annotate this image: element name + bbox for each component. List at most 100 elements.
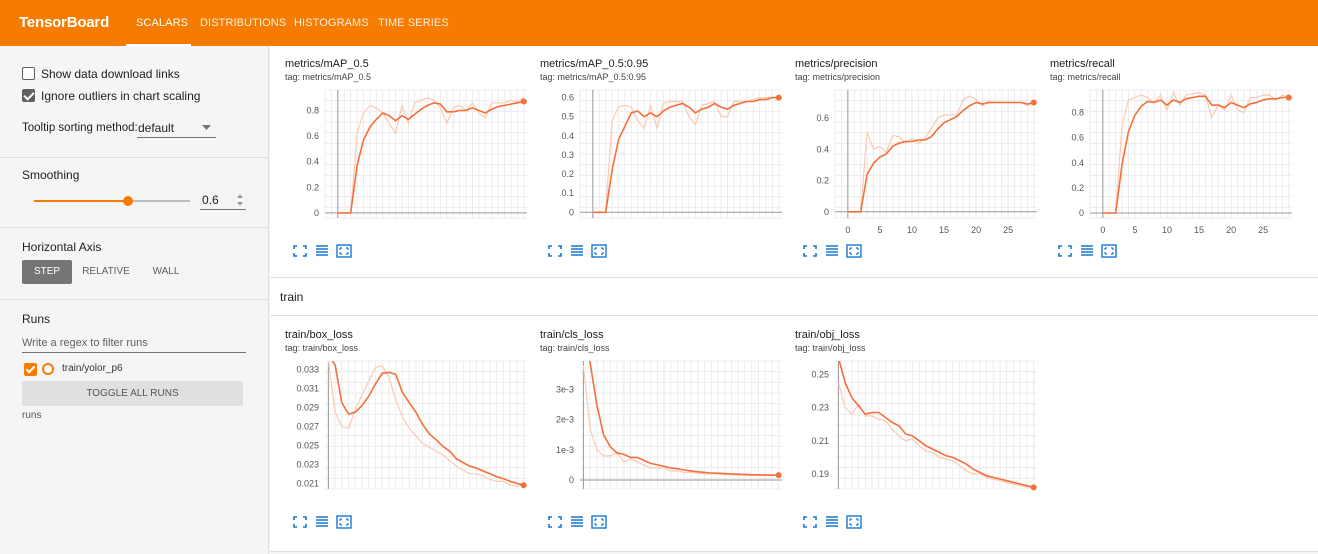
toggle-log-scale-icon[interactable] [824,244,840,258]
toggle-log-scale-icon[interactable] [314,244,330,258]
divider [0,157,269,158]
run-filter-input[interactable]: Write a regex to filter runs [22,337,148,349]
active-tab-indicator [126,44,191,46]
toggle-all-runs-button[interactable]: TOGGLE ALL RUNS [22,381,243,406]
tab-scalars[interactable]: SCALARS [136,17,189,29]
toggle-log-scale-icon[interactable] [314,515,330,529]
y-tick-label: 0.027 [296,421,319,431]
x-tick-label: 5 [877,225,882,235]
series-end-point [1030,484,1037,491]
y-tick-label: 0 [569,207,574,217]
metrics-group [270,46,1318,278]
chart-title: train/obj_loss [795,329,860,341]
runs-label: Runs [22,312,51,326]
y-tick-label: 0.021 [296,478,319,488]
fullscreen-icon[interactable] [547,515,563,529]
y-tick-label: 0.029 [296,402,319,412]
series-end-point [1030,99,1037,106]
x-tick-label: 0 [845,225,850,235]
toggle-log-scale-icon[interactable] [824,515,840,529]
y-tick-label: 0.25 [811,369,829,379]
fit-domain-icon[interactable] [1101,244,1117,258]
series-line-raw [327,361,524,487]
y-tick-label: 0.6 [1071,133,1084,143]
y-tick-label: 0.023 [296,459,319,469]
line-chart[interactable]: 0.19 0.21 0.23 0.25 [795,329,1040,551]
fit-domain-icon[interactable] [591,515,607,529]
tooltip-sorting-select[interactable]: default [138,121,175,135]
axis-wall-button[interactable]: WALL [152,266,180,277]
line-chart[interactable]: 0.021 0.023 0.025 0.027 0.029 0.031 0.033 [285,329,530,551]
line-chart[interactable]: 0 0.1 0.2 0.3 0.4 0.5 0.6 [540,58,785,280]
tab-time-series[interactable]: TIME SERIES [378,17,449,29]
series-line [331,361,524,486]
fit-domain-icon[interactable] [336,515,352,529]
fit-domain-icon[interactable] [846,515,862,529]
series-line-raw [337,97,525,214]
axis-step-button[interactable]: STEP [22,260,72,284]
line-chart[interactable]: 0 0.2 0.4 0.6 0.8 0 5 10 15 20 25 [1050,58,1295,280]
series-end-point [1285,94,1292,101]
chart-title: train/box_loss [285,329,353,341]
fullscreen-icon[interactable] [802,515,818,529]
train-group [270,316,1318,552]
show-download-checkbox[interactable] [22,67,35,80]
toggle-log-scale-icon[interactable] [569,515,585,529]
y-tick-label: 0.2 [1071,183,1084,193]
fullscreen-icon[interactable] [292,244,308,258]
y-tick-label: 0 [569,475,574,485]
sidebar: Show data download links Ignore outliers… [0,46,269,554]
fit-domain-icon[interactable] [846,244,862,258]
smoothing-slider-handle[interactable] [123,196,133,206]
toggle-log-scale-icon[interactable] [569,244,585,258]
plot-area: 0 0.2 0.4 0.6 0.8 [306,89,527,219]
y-tick-label: 0.4 [561,131,574,141]
series-line-raw [837,382,1034,488]
chart-tag: tag: metrics/mAP_0.5 [285,72,372,82]
fit-domain-icon[interactable] [336,244,352,258]
fullscreen-icon[interactable] [292,515,308,529]
smoothing-value-input[interactable]: 0.6 [202,193,219,207]
stepper-arrows-icon[interactable] [236,193,244,207]
line-chart[interactable]: 0 1e-3 2e-3 3e-3 [540,329,785,551]
series-end-point [775,94,782,101]
line-chart[interactable]: 0 0.2 0.4 0.6 0 5 10 15 20 25 [795,58,1040,280]
x-tick-label: 15 [1194,225,1204,235]
chart-card: metrics/mAP_0.5 tag: metrics/mAP_0.5 0 0.… [285,58,530,280]
series-line [337,100,524,214]
chart-tag: tag: metrics/recall [1050,72,1121,82]
y-tick-label: 0.4 [816,144,829,154]
axis-relative-button[interactable]: RELATIVE [82,266,130,277]
y-tick-label: 0.6 [561,93,574,103]
chart-actions [802,244,872,260]
run-checkbox[interactable] [24,363,37,376]
group-header-train[interactable]: train [270,278,1318,316]
tab-distributions[interactable]: DISTRIBUTIONS [200,17,287,29]
smoothing-slider-fill [34,200,128,202]
series-line [592,96,779,214]
fullscreen-icon[interactable] [802,244,818,258]
toggle-log-scale-icon[interactable] [1079,244,1095,258]
series-end-point [520,98,527,105]
fullscreen-icon[interactable] [1057,244,1073,258]
x-tick-label: 25 [1003,225,1013,235]
y-tick-label: 0 [1079,208,1084,218]
y-tick-label: 0.3 [561,150,574,160]
plot-area: 0 0.2 0.4 0.6 0.8 0 5 10 15 20 25 [1071,89,1292,235]
fullscreen-icon[interactable] [547,244,563,258]
tab-histograms[interactable]: HISTOGRAMS [294,17,369,29]
series-end-point [775,472,782,479]
chart-tag: tag: train/box_loss [285,343,359,353]
chart-title: metrics/mAP_0.5:0.95 [540,58,649,70]
plot-area: 0.19 0.21 0.23 0.25 [811,360,1037,491]
plot-area: 0 1e-3 2e-3 3e-3 [556,360,782,490]
chevron-down-icon [202,125,211,130]
run-color-dot[interactable] [42,363,54,375]
y-tick-label: 0.1 [561,188,574,198]
y-tick-label: 0.2 [561,169,574,179]
y-tick-label: 0.033 [296,365,319,375]
line-chart[interactable]: 0 0.2 0.4 0.6 0.8 [285,58,530,280]
main-content: train metrics/mAP_0.5 tag: metrics/mAP_0… [270,46,1318,554]
ignore-outliers-checkbox[interactable] [22,89,35,102]
fit-domain-icon[interactable] [591,244,607,258]
